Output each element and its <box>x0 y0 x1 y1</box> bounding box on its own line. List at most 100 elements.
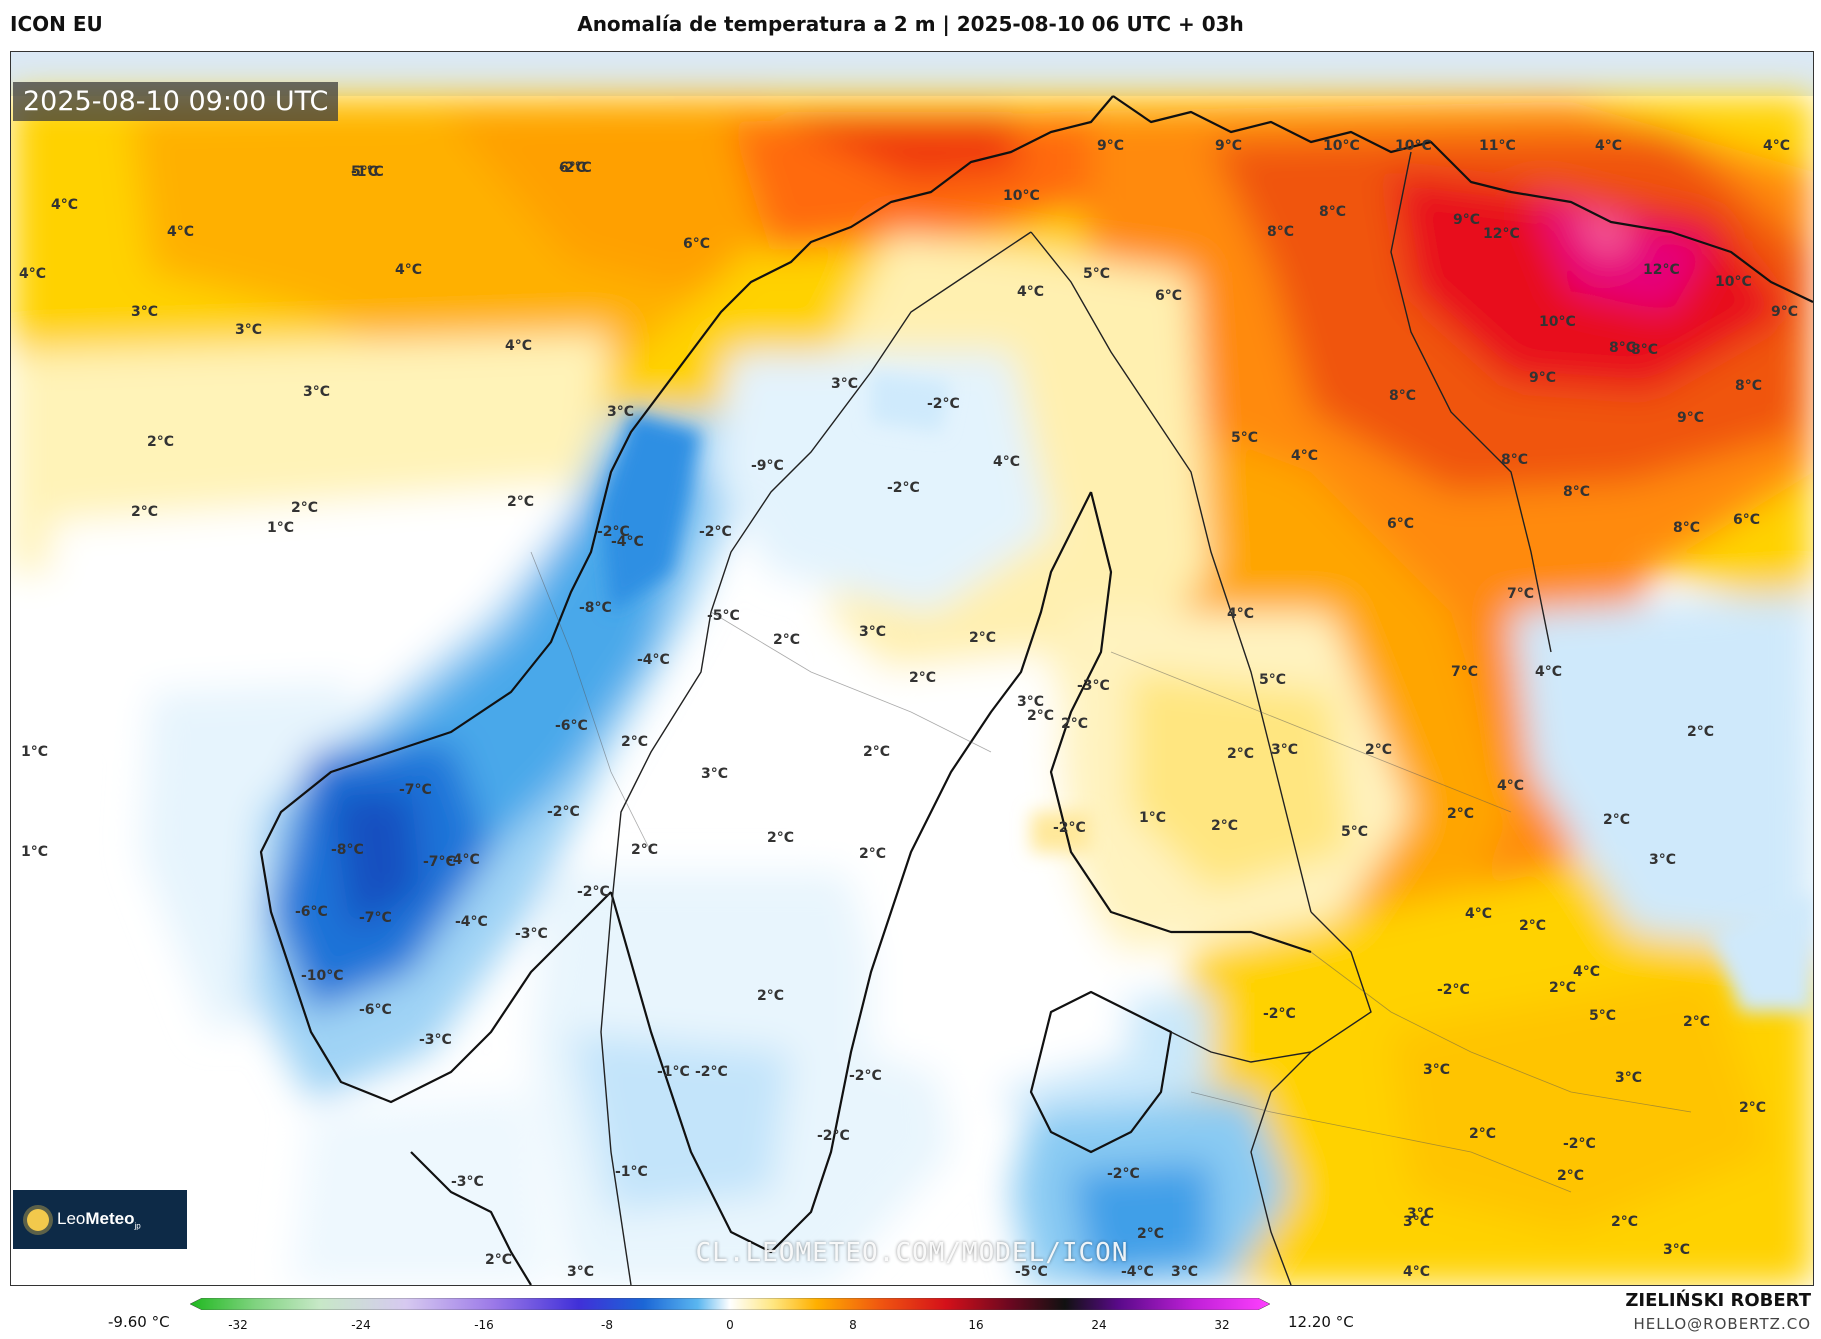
temperature-value-label: 2°C <box>969 630 997 646</box>
temperature-value-label: 4°C <box>505 338 533 354</box>
temperature-value-label: 8°C <box>1319 204 1347 220</box>
temperature-value-label: -6°C <box>359 1002 392 1018</box>
temperature-value-label: 1°C <box>267 520 295 536</box>
temperature-value-label: 4°C <box>1763 138 1791 154</box>
temperature-value-label: 9°C <box>1677 410 1705 426</box>
temperature-value-label: 10°C <box>1003 188 1040 204</box>
temperature-value-label: 10°C <box>1715 274 1752 290</box>
model-name: ICON EU <box>10 12 103 36</box>
temperature-value-label: 2°C <box>1611 1214 1639 1230</box>
temperature-value-label: -4°C <box>637 652 670 668</box>
temperature-value-label: 10°C <box>1323 138 1360 154</box>
colorbar-tick-label: 24 <box>1091 1318 1107 1332</box>
temperature-value-label: 3°C <box>607 404 635 420</box>
temperature-value-label: 2°C <box>1549 980 1577 996</box>
temperature-value-label: 2°C <box>1519 918 1547 934</box>
temperature-value-label: 4°C <box>1497 778 1525 794</box>
temperature-value-label: 5°C <box>1259 672 1287 688</box>
temperature-value-label: 4°C <box>993 454 1021 470</box>
temperature-value-label: -10°C <box>301 968 344 984</box>
colorbar-tick-label: 32 <box>1214 1318 1230 1332</box>
temperature-value-label: -4°C <box>1121 1264 1154 1280</box>
temperature-value-label: 3°C <box>1615 1070 1643 1086</box>
leometeo-logo[interactable]: LeoMeteojp <box>13 1190 187 1249</box>
temperature-value-label: 2°C <box>859 846 887 862</box>
temperature-anomaly-map <box>11 52 1813 1285</box>
colorbar-min-label: -9.60 °C <box>108 1313 170 1331</box>
temperature-value-label: -6°C <box>295 904 328 920</box>
temperature-value-label: -1°C <box>351 164 384 180</box>
colorbar-tick-label: 16 <box>968 1318 984 1332</box>
author-credit: ZIELIŃSKI ROBERT <box>1625 1290 1811 1311</box>
source-watermark: CL.LEOMETEO.COM/MODEL/ICON <box>695 1238 1129 1268</box>
temperature-value-label: -7°C <box>423 854 456 870</box>
temperature-value-label: 2°C <box>1061 716 1089 732</box>
temperature-value-label: 1°C <box>1139 810 1167 826</box>
temperature-value-label: 9°C <box>1097 138 1125 154</box>
temperature-value-label: -3°C <box>451 1174 484 1190</box>
temperature-value-label: 3°C <box>831 376 859 392</box>
temperature-value-label: -5°C <box>1015 1264 1048 1280</box>
temperature-value-label: 2°C <box>507 494 535 510</box>
temperature-value-label: 5°C <box>1083 266 1111 282</box>
colorbar-tick-label: -24 <box>351 1318 371 1332</box>
temperature-value-label: -8°C <box>331 842 364 858</box>
temperature-value-label: 2°C <box>1211 818 1239 834</box>
temperature-value-label: 8°C <box>1563 484 1591 500</box>
temperature-value-label: 2°C <box>863 744 891 760</box>
temperature-value-label: 4°C <box>1227 606 1255 622</box>
temperature-value-label: 3°C <box>1017 694 1045 710</box>
anomaly-detail <box>601 372 1813 1012</box>
temperature-value-label: 10°C <box>1395 138 1432 154</box>
temperature-value-label: 12°C <box>1483 226 1520 242</box>
temperature-value-label: 2°C <box>1557 1168 1585 1184</box>
temperature-value-label: 4°C <box>1017 284 1045 300</box>
temperature-value-label: -2°C <box>559 160 592 176</box>
temperature-value-label: 6°C <box>1733 512 1761 528</box>
sun-icon <box>27 1208 49 1231</box>
temperature-value-label: 6°C <box>1155 288 1183 304</box>
temperature-value-label: -7°C <box>359 910 392 926</box>
temperature-value-label: 9°C <box>1453 212 1481 228</box>
temperature-value-label: -2°C <box>849 1068 882 1084</box>
colorbar-tick-label: -32 <box>228 1318 248 1332</box>
temperature-value-label: -1°C <box>657 1064 690 1080</box>
temperature-value-label: 6°C <box>1387 516 1415 532</box>
temperature-value-label: 2°C <box>1739 1100 1767 1116</box>
temperature-value-label: 4°C <box>395 262 423 278</box>
temperature-value-label: 2°C <box>1447 806 1475 822</box>
temperature-value-label: 8°C <box>1389 388 1417 404</box>
temperature-value-label: 7°C <box>1451 664 1479 680</box>
colorbar-tick-label: -16 <box>474 1318 494 1332</box>
temperature-value-label: 1°C <box>21 744 49 760</box>
temperature-value-label: 3°C <box>1649 852 1677 868</box>
temperature-value-label: 8°C <box>1673 520 1701 536</box>
temperature-value-label: 6°C <box>683 236 711 252</box>
temperature-value-label: 4°C <box>19 266 47 282</box>
temperature-value-label: -2°C <box>1053 820 1086 836</box>
temperature-value-label: -7°C <box>399 782 432 798</box>
temperature-value-label: -8°C <box>579 600 612 616</box>
colorbar-ticks: -32 -24 -16 -8 0 8 16 24 32 <box>190 1318 1270 1338</box>
temperature-value-label: 2°C <box>773 632 801 648</box>
temperature-value-label: -3°C <box>419 1032 452 1048</box>
temperature-value-label: 8°C <box>1267 224 1295 240</box>
temperature-value-label: 1°C <box>21 844 49 860</box>
temperature-value-label: 8°C <box>1735 378 1763 394</box>
colorbar <box>190 1298 1270 1310</box>
temperature-value-label: 2°C <box>621 734 649 750</box>
temperature-value-label: 11°C <box>1479 138 1516 154</box>
temperature-value-label: 5°C <box>351 164 379 180</box>
temperature-value-label: -3°C <box>515 926 548 942</box>
temperature-value-label: 5°C <box>1341 824 1369 840</box>
colorbar-max-label: 12.20 °C <box>1288 1313 1354 1331</box>
map-view[interactable]: 2025-08-10 09:00 UTC 5°C 6°C 4°C 4°C 4°C 6°C 3… <box>10 51 1814 1286</box>
temperature-value-label: 3°C <box>131 304 159 320</box>
temperature-value-label: 2°C <box>1137 1226 1165 1242</box>
temperature-value-label: -2°C <box>887 480 920 496</box>
temperature-value-label: 2°C <box>1603 812 1631 828</box>
temperature-value-label: 4°C <box>1595 138 1623 154</box>
temperature-value-label: 2°C <box>1365 742 1393 758</box>
temperature-value-label: 5°C <box>1231 430 1259 446</box>
temperature-value-label: 3°C <box>1407 1206 1435 1222</box>
